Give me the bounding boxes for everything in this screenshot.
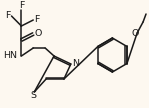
Text: HN: HN (3, 52, 17, 60)
Text: F: F (19, 2, 24, 10)
Text: N: N (72, 60, 79, 68)
Text: O: O (131, 29, 139, 37)
Text: F: F (35, 16, 40, 25)
Text: S: S (30, 91, 36, 101)
Text: F: F (5, 11, 10, 21)
Text: O: O (35, 29, 42, 38)
